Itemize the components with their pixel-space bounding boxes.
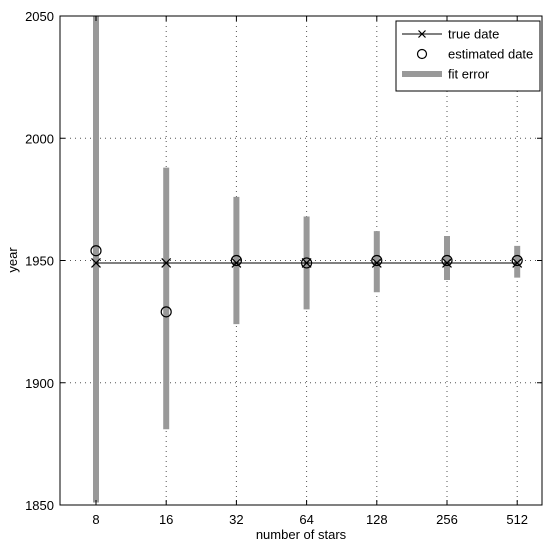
estimated-date-marker xyxy=(371,254,383,267)
true-date-marker-stroke xyxy=(301,258,312,268)
x-tick-label: 64 xyxy=(299,512,313,527)
true-date-marker-stroke xyxy=(512,258,523,268)
x-tick-label: 32 xyxy=(229,512,243,527)
true-date-marker-stroke xyxy=(442,258,452,268)
estimated-date-marker xyxy=(160,306,172,318)
estimated-date-marker xyxy=(511,254,523,267)
true-date-marker xyxy=(442,258,452,268)
y-tick-label: 2000 xyxy=(25,131,54,146)
true-date-marker xyxy=(512,258,523,268)
true-date-marker-stroke xyxy=(231,258,242,268)
x-tick-label: 128 xyxy=(366,512,388,527)
legend-label: estimated date xyxy=(448,47,533,62)
estimated-date-marker xyxy=(301,257,313,269)
true-date-marker xyxy=(91,258,101,268)
x-tick-label: 512 xyxy=(506,512,528,527)
estimated-date-marker xyxy=(90,245,102,257)
grid xyxy=(60,16,542,505)
x-tick-label: 16 xyxy=(159,512,173,527)
true-date-marker-stroke xyxy=(91,258,101,268)
true-date-series xyxy=(91,258,523,268)
legend-swatch-estimated-date xyxy=(416,48,428,60)
true-date-marker xyxy=(231,258,242,268)
true-date-marker-stroke xyxy=(161,258,172,268)
y-tick-label: 1900 xyxy=(25,376,54,391)
x-axis-label: number of stars xyxy=(256,527,347,542)
legend: true date estimated date fit error xyxy=(395,20,541,92)
true-date-marker xyxy=(161,258,172,268)
legend-label: true date xyxy=(448,27,499,42)
legend-swatch-true-date xyxy=(418,30,426,38)
x-tick-label: 256 xyxy=(436,512,458,527)
estimated-date-series xyxy=(90,245,523,318)
estimated-date-marker xyxy=(441,254,453,267)
true-date-marker xyxy=(371,258,382,268)
y-axis-label: year xyxy=(5,247,20,273)
true-date-marker xyxy=(301,258,312,268)
y-tick-label: 1950 xyxy=(25,254,54,269)
legend-box xyxy=(395,20,541,92)
axes: 8 16 32 64 128 256 512 1850 1900 1950 2000 2050 xyxy=(25,9,542,527)
y-tick-label: 2050 xyxy=(25,9,54,24)
true-date-marker-stroke xyxy=(371,258,382,268)
y-tick-label: 1850 xyxy=(25,498,54,513)
estimated-date-marker xyxy=(230,254,242,267)
x-tick-label: 8 xyxy=(92,512,99,527)
legend-label: fit error xyxy=(448,67,490,82)
